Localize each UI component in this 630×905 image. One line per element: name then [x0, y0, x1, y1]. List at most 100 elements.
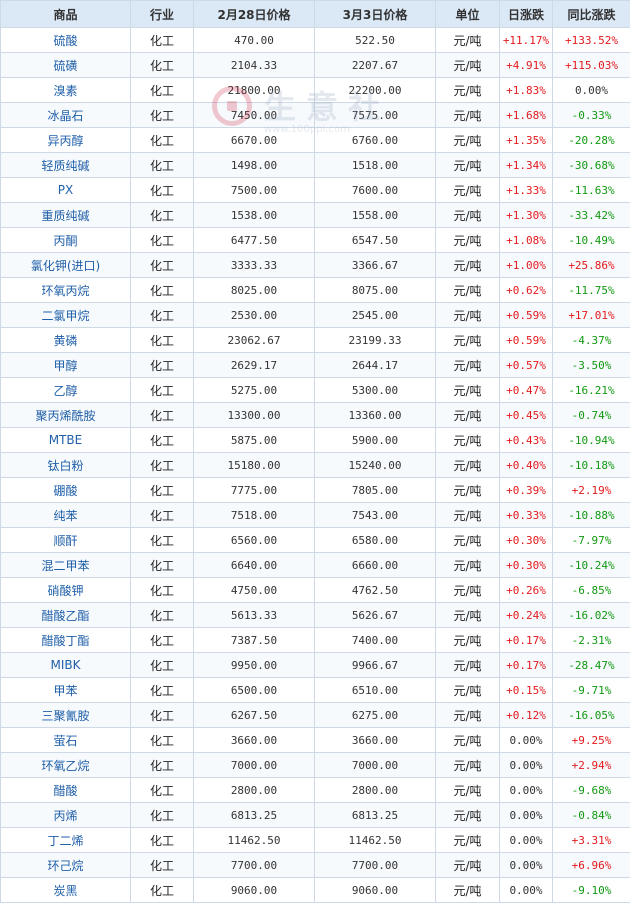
- product-name-link[interactable]: 硝酸钾: [0, 577, 131, 603]
- unit-cell: 元/吨: [435, 527, 500, 553]
- price-mar3-cell: 9966.67: [314, 652, 436, 678]
- header-daily-change: 日涨跌: [499, 0, 553, 28]
- price-feb28-cell: 3333.33: [193, 252, 315, 278]
- price-feb28-cell: 4750.00: [193, 577, 315, 603]
- unit-cell: 元/吨: [435, 877, 500, 903]
- product-name-link[interactable]: MTBE: [0, 427, 131, 453]
- price-mar3-cell: 7400.00: [314, 627, 436, 653]
- industry-cell: 化工: [130, 877, 194, 903]
- product-name-link[interactable]: 丁二烯: [0, 827, 131, 853]
- industry-cell: 化工: [130, 477, 194, 503]
- yoy-change-cell: -10.88%: [552, 502, 630, 528]
- product-name-link[interactable]: 环氧丙烷: [0, 277, 131, 303]
- unit-cell: 元/吨: [435, 327, 500, 353]
- product-name-link[interactable]: 萤石: [0, 727, 131, 753]
- price-mar3-cell: 6660.00: [314, 552, 436, 578]
- industry-cell: 化工: [130, 52, 194, 78]
- product-name-link[interactable]: PX: [0, 177, 131, 203]
- unit-cell: 元/吨: [435, 27, 500, 53]
- table-row: 混二甲苯 化工 6640.00 6660.00 元/吨 +0.30% -10.24%: [0, 552, 630, 578]
- price-mar3-cell: 7805.00: [314, 477, 436, 503]
- price-feb28-cell: 2104.33: [193, 52, 315, 78]
- price-mar3-cell: 8075.00: [314, 277, 436, 303]
- product-name-link[interactable]: 氯化钾(进口): [0, 252, 131, 278]
- product-name-link[interactable]: 醋酸乙酯: [0, 602, 131, 628]
- product-name-link[interactable]: 混二甲苯: [0, 552, 131, 578]
- table-row: 硫酸 化工 470.00 522.50 元/吨 +11.17% +133.52%: [0, 27, 630, 53]
- price-mar3-cell: 5300.00: [314, 377, 436, 403]
- yoy-change-cell: +2.94%: [552, 752, 630, 778]
- yoy-change-cell: -10.18%: [552, 452, 630, 478]
- product-name-link[interactable]: 纯苯: [0, 502, 131, 528]
- product-name-link[interactable]: 硫酸: [0, 27, 131, 53]
- daily-change-cell: +4.91%: [499, 52, 553, 78]
- product-name-link[interactable]: 硼酸: [0, 477, 131, 503]
- daily-change-cell: +11.17%: [499, 27, 553, 53]
- price-mar3-cell: 1518.00: [314, 152, 436, 178]
- price-mar3-cell: 2800.00: [314, 777, 436, 803]
- product-name-link[interactable]: 丙酮: [0, 227, 131, 253]
- price-mar3-cell: 23199.33: [314, 327, 436, 353]
- product-name-link[interactable]: 炭黑: [0, 877, 131, 903]
- product-name-link[interactable]: 甲苯: [0, 677, 131, 703]
- product-name-link[interactable]: 聚丙烯酰胺: [0, 402, 131, 428]
- daily-change-cell: 0.00%: [499, 802, 553, 828]
- industry-cell: 化工: [130, 427, 194, 453]
- product-name-link[interactable]: 重质纯碱: [0, 202, 131, 228]
- product-name-link[interactable]: MIBK: [0, 652, 131, 678]
- product-name-link[interactable]: 环己烷: [0, 852, 131, 878]
- daily-change-cell: +0.33%: [499, 502, 553, 528]
- price-feb28-cell: 5875.00: [193, 427, 315, 453]
- table-row: 丙酮 化工 6477.50 6547.50 元/吨 +1.08% -10.49%: [0, 227, 630, 253]
- yoy-change-cell: -10.24%: [552, 552, 630, 578]
- price-feb28-cell: 6670.00: [193, 127, 315, 153]
- price-mar3-cell: 6510.00: [314, 677, 436, 703]
- product-name-link[interactable]: 醋酸: [0, 777, 131, 803]
- product-name-link[interactable]: 溴素: [0, 77, 131, 103]
- product-name-link[interactable]: 顺酐: [0, 527, 131, 553]
- price-mar3-cell: 7000.00: [314, 752, 436, 778]
- industry-cell: 化工: [130, 227, 194, 253]
- price-feb28-cell: 6560.00: [193, 527, 315, 553]
- product-name-link[interactable]: 丙烯: [0, 802, 131, 828]
- daily-change-cell: +1.08%: [499, 227, 553, 253]
- daily-change-cell: +0.59%: [499, 302, 553, 328]
- yoy-change-cell: +25.86%: [552, 252, 630, 278]
- product-name-link[interactable]: 乙醇: [0, 377, 131, 403]
- unit-cell: 元/吨: [435, 652, 500, 678]
- product-name-link[interactable]: 三聚氰胺: [0, 702, 131, 728]
- product-name-link[interactable]: 黄磷: [0, 327, 131, 353]
- industry-cell: 化工: [130, 802, 194, 828]
- table-row: 聚丙烯酰胺 化工 13300.00 13360.00 元/吨 +0.45% -0.74%: [0, 402, 630, 428]
- daily-change-cell: +1.00%: [499, 252, 553, 278]
- yoy-change-cell: +115.03%: [552, 52, 630, 78]
- price-mar3-cell: 9060.00: [314, 877, 436, 903]
- yoy-change-cell: -10.49%: [552, 227, 630, 253]
- price-mar3-cell: 2644.17: [314, 352, 436, 378]
- daily-change-cell: +0.45%: [499, 402, 553, 428]
- industry-cell: 化工: [130, 677, 194, 703]
- product-name-link[interactable]: 硫磺: [0, 52, 131, 78]
- product-name-link[interactable]: 异丙醇: [0, 127, 131, 153]
- industry-cell: 化工: [130, 527, 194, 553]
- yoy-change-cell: -0.74%: [552, 402, 630, 428]
- price-feb28-cell: 9060.00: [193, 877, 315, 903]
- product-name-link[interactable]: 醋酸丁酯: [0, 627, 131, 653]
- daily-change-cell: 0.00%: [499, 752, 553, 778]
- product-name-link[interactable]: 钛白粉: [0, 452, 131, 478]
- product-name-link[interactable]: 轻质纯碱: [0, 152, 131, 178]
- product-name-link[interactable]: 甲醇: [0, 352, 131, 378]
- product-name-link[interactable]: 二氯甲烷: [0, 302, 131, 328]
- product-name-link[interactable]: 冰晶石: [0, 102, 131, 128]
- yoy-change-cell: -28.47%: [552, 652, 630, 678]
- unit-cell: 元/吨: [435, 852, 500, 878]
- price-feb28-cell: 6267.50: [193, 702, 315, 728]
- industry-cell: 化工: [130, 777, 194, 803]
- unit-cell: 元/吨: [435, 102, 500, 128]
- yoy-change-cell: -9.71%: [552, 677, 630, 703]
- product-name-link[interactable]: 环氧乙烷: [0, 752, 131, 778]
- price-feb28-cell: 7518.00: [193, 502, 315, 528]
- daily-change-cell: 0.00%: [499, 777, 553, 803]
- daily-change-cell: +1.30%: [499, 202, 553, 228]
